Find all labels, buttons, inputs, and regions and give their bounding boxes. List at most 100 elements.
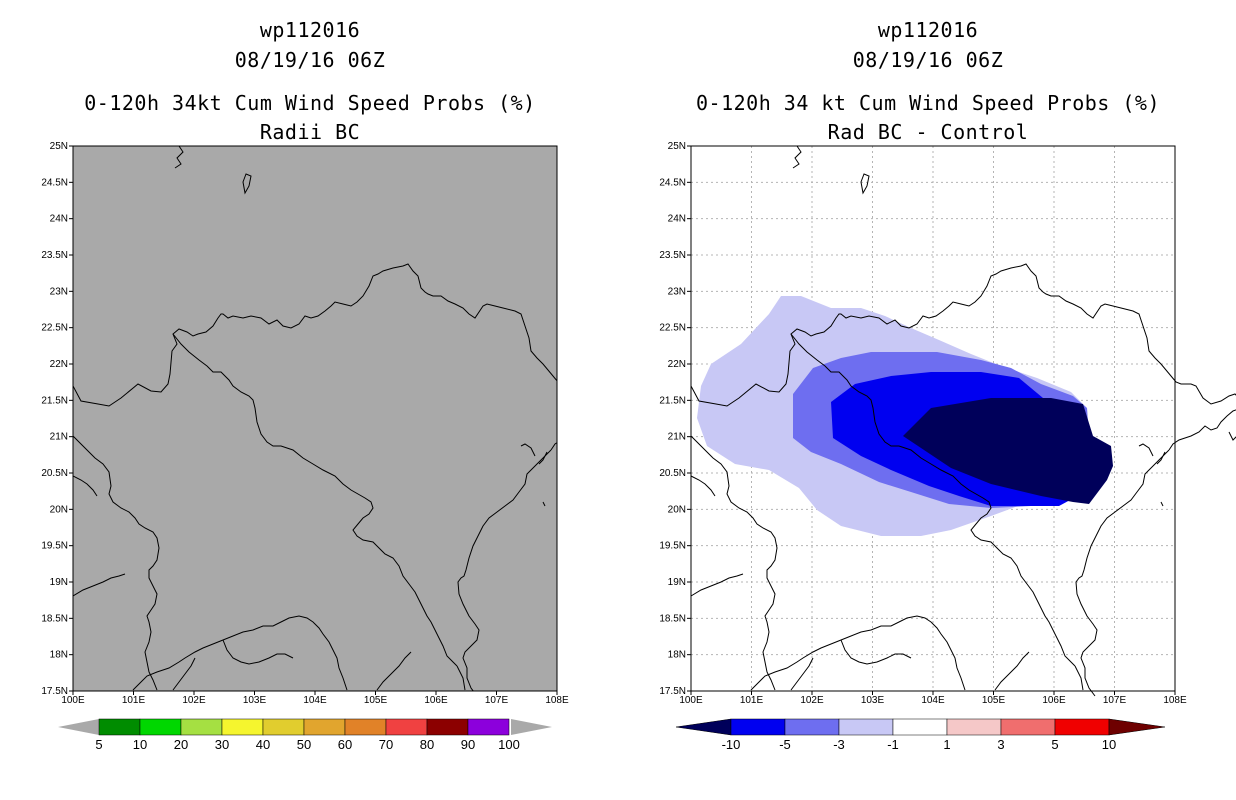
lat-label: 22N bbox=[668, 359, 686, 370]
right-title-product: 0-120h 34 kt Cum Wind Speed Probs (%) bbox=[695, 91, 1161, 115]
lat-label: 23N bbox=[50, 286, 68, 297]
right-colorbar-swatch bbox=[892, 718, 948, 736]
left-colorbar-label: 50 bbox=[297, 737, 311, 752]
lon-label: 107E bbox=[485, 695, 509, 706]
right-colorbar-label: -3 bbox=[833, 737, 845, 752]
lon-label: 103E bbox=[243, 695, 267, 706]
lat-label: 19N bbox=[50, 577, 68, 588]
lon-label: 106E bbox=[424, 695, 448, 706]
left-colorbar-label: 60 bbox=[338, 737, 352, 752]
right-colorbar-swatch bbox=[730, 718, 786, 736]
right-colorbar-label: -1 bbox=[887, 737, 899, 752]
lat-label: 24N bbox=[668, 214, 686, 225]
left-colorbar-label: 10 bbox=[133, 737, 147, 752]
right-title-date: 08/19/16 06Z bbox=[852, 48, 1004, 72]
right-colorbar-swatch bbox=[784, 718, 840, 736]
contour-minus-10 bbox=[903, 398, 1113, 504]
left-colorbar-label: 90 bbox=[461, 737, 475, 752]
left-colorbar-label: 100 bbox=[498, 737, 520, 752]
left-colorbar-label: 80 bbox=[420, 737, 434, 752]
right-colorbar-swatch bbox=[946, 718, 1002, 736]
lon-label: 100E bbox=[61, 695, 85, 706]
right-colorbar: -10 -5 -3 -1 1 3 5 10 bbox=[675, 718, 1166, 752]
lon-label: 103E bbox=[861, 695, 885, 706]
right-lon-ticks: 100E 101E 102E 103E 104E 105E 106E 107E 108E bbox=[679, 691, 1187, 706]
right-colorbar-swatch bbox=[838, 718, 894, 736]
lat-label: 20.5N bbox=[41, 468, 68, 479]
lon-label: 101E bbox=[122, 695, 146, 706]
lon-label: 105E bbox=[364, 695, 388, 706]
left-colorbar-swatch bbox=[262, 718, 305, 736]
left-colorbar-label: 40 bbox=[256, 737, 270, 752]
lat-label: 19.5N bbox=[659, 541, 686, 552]
left-colorbar-label: 30 bbox=[215, 737, 229, 752]
left-colorbar-swatch bbox=[426, 718, 469, 736]
lon-label: 108E bbox=[545, 695, 569, 706]
lat-label: 23.5N bbox=[41, 250, 68, 261]
lon-label: 104E bbox=[303, 695, 327, 706]
lat-label: 18N bbox=[668, 650, 686, 661]
lat-label: 23N bbox=[668, 286, 686, 297]
lat-label: 19N bbox=[668, 577, 686, 588]
lon-label: 107E bbox=[1103, 695, 1127, 706]
lon-label: 106E bbox=[1042, 695, 1066, 706]
lat-label: 23.5N bbox=[659, 250, 686, 261]
lat-label: 25N bbox=[668, 141, 686, 152]
lat-label: 25N bbox=[50, 141, 68, 152]
left-colorbar-swatch bbox=[385, 718, 428, 736]
lon-label: 102E bbox=[182, 695, 206, 706]
lat-label: 18.5N bbox=[41, 613, 68, 624]
lat-label: 19.5N bbox=[41, 541, 68, 552]
right-colorbar-swatch bbox=[1054, 718, 1110, 736]
lat-label: 20.5N bbox=[659, 468, 686, 479]
left-colorbar-swatch bbox=[467, 718, 510, 736]
lon-label: 105E bbox=[982, 695, 1006, 706]
right-colorbar-label: -10 bbox=[722, 737, 741, 752]
lat-label: 18N bbox=[50, 650, 68, 661]
lat-label: 18.5N bbox=[659, 613, 686, 624]
lat-label: 21N bbox=[668, 432, 686, 443]
lat-label: 24N bbox=[50, 214, 68, 225]
right-title-name: wp112016 bbox=[877, 18, 979, 42]
left-title-subtitle: Radii BC bbox=[259, 120, 361, 144]
lat-label: 24.5N bbox=[41, 177, 68, 188]
left-colorbar-swatch bbox=[221, 718, 264, 736]
left-lat-ticks: 25N 24.5N 24N 23.5N 23N 22.5N 22N 21.5N 21N 20.5N… bbox=[41, 141, 73, 697]
lat-label: 22.5N bbox=[41, 323, 68, 334]
lon-label: 104E bbox=[921, 695, 945, 706]
right-colorbar-label: 5 bbox=[1051, 737, 1058, 752]
lon-label: 108E bbox=[1163, 695, 1187, 706]
left-map: 25N 24.5N 24N 23.5N 23N 22.5N 22N 21.5N 21N 20.5N… bbox=[41, 141, 569, 706]
lat-label: 24.5N bbox=[659, 177, 686, 188]
left-map-background bbox=[73, 146, 557, 691]
right-title-subtitle: Rad BC - Control bbox=[827, 120, 1029, 144]
right-colorbar-label: 1 bbox=[943, 737, 950, 752]
left-colorbar-label: 5 bbox=[95, 737, 102, 752]
left-title-product: 0-120h 34kt Cum Wind Speed Probs (%) bbox=[84, 91, 536, 115]
right-colorbar-low-arrow bbox=[675, 718, 732, 736]
left-title-date: 08/19/16 06Z bbox=[234, 48, 386, 72]
lat-label: 21.5N bbox=[41, 395, 68, 406]
left-colorbar-swatch bbox=[98, 718, 141, 736]
right-probability-contours bbox=[697, 296, 1113, 536]
lat-label: 22N bbox=[50, 359, 68, 370]
right-lat-ticks: 25N 24.5N 24N 23.5N 23N 22.5N 22N 21.5N 21N 20.5N… bbox=[659, 141, 691, 697]
lat-label: 21N bbox=[50, 432, 68, 443]
lat-label: 21.5N bbox=[659, 395, 686, 406]
right-colorbar-label: 10 bbox=[1102, 737, 1116, 752]
lat-label: 17.5N bbox=[659, 686, 686, 697]
left-colorbar: 5 10 20 30 40 50 60 70 80 90 100 bbox=[58, 718, 552, 752]
left-colorbar-label: 70 bbox=[379, 737, 393, 752]
lat-label: 17.5N bbox=[41, 686, 68, 697]
left-colorbar-swatch bbox=[303, 718, 346, 736]
lat-label: 22.5N bbox=[659, 323, 686, 334]
lat-label: 20N bbox=[668, 504, 686, 515]
lon-label: 102E bbox=[800, 695, 824, 706]
left-colorbar-low-arrow bbox=[58, 719, 99, 735]
left-colorbar-swatch bbox=[180, 718, 223, 736]
left-colorbar-high-arrow bbox=[511, 719, 552, 735]
lon-label: 100E bbox=[679, 695, 703, 706]
left-colorbar-label: 20 bbox=[174, 737, 188, 752]
left-title-name: wp112016 bbox=[259, 18, 361, 42]
